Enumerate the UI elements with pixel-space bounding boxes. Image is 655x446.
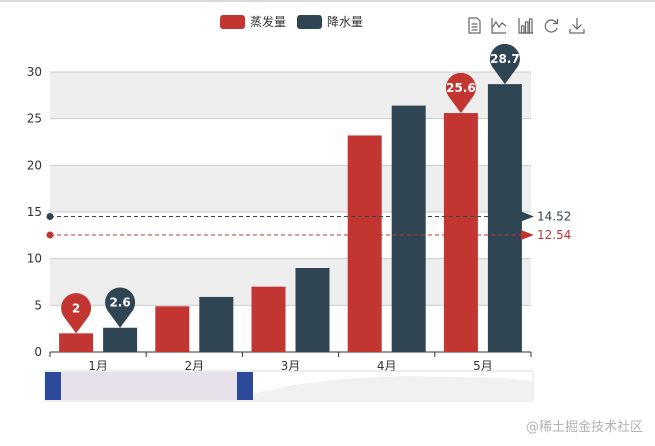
x-tick-label: 2月 <box>184 359 204 373</box>
line-chart-icon[interactable] <box>491 18 507 34</box>
bar-evaporation[interactable] <box>251 286 286 352</box>
mark-point-shape <box>61 293 92 334</box>
bar-precipitation[interactable] <box>487 84 522 352</box>
mark-point-pin: 28.7 <box>489 43 520 85</box>
mark-line-label: 14.52 <box>537 209 571 223</box>
mark-point-label: 2.6 <box>109 296 130 310</box>
mark-line-arrow <box>521 229 534 240</box>
y-tick-label: 20 <box>27 158 42 172</box>
data-zoom-start-handle[interactable] <box>45 372 61 400</box>
mark-line-arrow <box>521 211 534 222</box>
mark-point-pin: 2.6 <box>105 287 136 328</box>
y-axis: 0 5 10 15 20 25 30 <box>27 65 42 359</box>
y-tick-label: 25 <box>27 112 42 126</box>
mark-point-pin: 25.6 <box>445 72 476 114</box>
mark-point-shape <box>489 43 520 85</box>
mark-line-label: 12.54 <box>537 228 571 242</box>
mark-lines: 12.54 14.52 <box>46 209 571 242</box>
bars <box>59 84 522 352</box>
mark-point-pin: 2 <box>61 293 92 334</box>
mark-point-label: 2 <box>72 301 80 315</box>
mark-point-label: 28.7 <box>490 52 520 66</box>
legend-label: 降水量 <box>327 15 363 29</box>
data-view-icon[interactable] <box>468 17 481 34</box>
x-tick-label: 5月 <box>473 359 493 373</box>
data-zoom-shadow <box>45 376 533 401</box>
watermark: @稀土掘金技术社区 <box>526 419 643 435</box>
y-tick-label: 30 <box>27 65 42 79</box>
save-image-icon[interactable] <box>569 18 585 34</box>
x-tick-label: 3月 <box>281 359 301 373</box>
mark-point-shape <box>445 72 476 114</box>
data-zoom-slider[interactable] <box>44 370 534 402</box>
bar-evaporation[interactable] <box>59 333 94 352</box>
x-tick-label: 4月 <box>377 359 397 373</box>
data-zoom-selection <box>53 372 245 400</box>
y-tick-label: 10 <box>27 252 42 266</box>
y-tick-label: 0 <box>34 345 42 359</box>
bar-evaporation[interactable] <box>443 113 478 352</box>
data-zoom-end-handle[interactable] <box>237 372 253 400</box>
bar-precipitation[interactable] <box>199 296 234 352</box>
window-top-border <box>0 0 655 2</box>
legend-swatch <box>297 15 322 29</box>
bar-chart-icon[interactable] <box>518 18 533 34</box>
legend-swatch <box>220 15 245 29</box>
x-axis: 1月 2月 3月 4月 5月 <box>49 351 532 373</box>
legend-item[interactable]: 蒸发量 <box>220 14 286 29</box>
toolbox <box>468 17 585 34</box>
legend-item[interactable]: 降水量 <box>297 15 363 29</box>
mark-points: 2 25.6 2.6 28.7 <box>61 43 520 334</box>
y-tick-label: 5 <box>34 298 42 312</box>
bar-precipitation[interactable] <box>103 327 138 352</box>
bar-precipitation[interactable] <box>295 268 330 352</box>
bar-evaporation[interactable] <box>347 135 382 352</box>
legend-label: 蒸发量 <box>250 14 286 29</box>
mark-point-label: 25.6 <box>446 81 476 95</box>
restore-icon[interactable] <box>544 19 559 33</box>
x-tick-label: 1月 <box>88 359 108 373</box>
y-tick-label: 15 <box>27 205 42 219</box>
bar-precipitation[interactable] <box>391 105 426 352</box>
mark-point-shape <box>105 287 136 328</box>
bar-evaporation[interactable] <box>155 306 190 352</box>
legend[interactable]: 蒸发量 降水量 <box>220 14 363 29</box>
